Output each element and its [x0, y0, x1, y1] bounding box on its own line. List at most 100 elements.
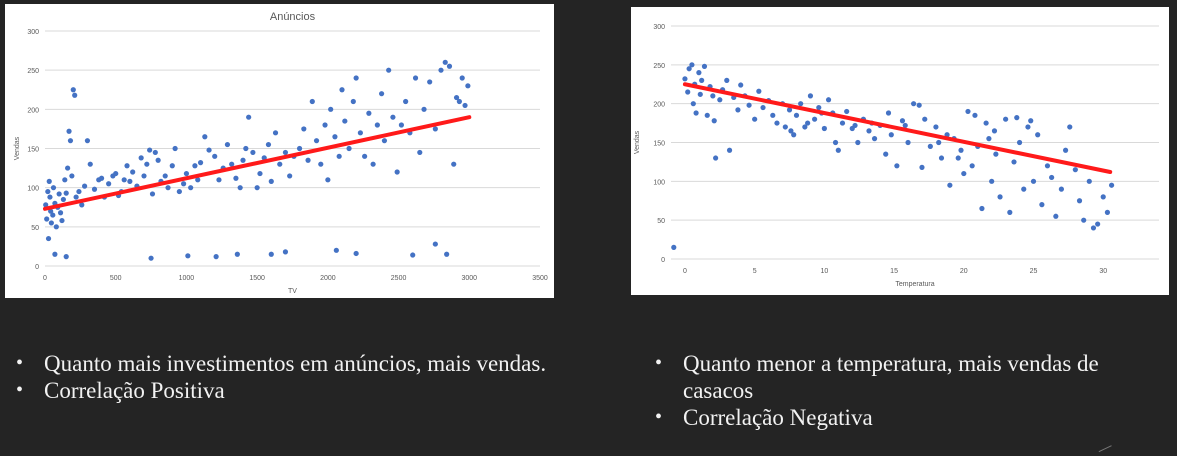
temp-data-point: [1081, 217, 1087, 223]
ads-data-point: [394, 169, 400, 175]
ads-data-point: [357, 130, 363, 136]
ads-data-point: [374, 122, 380, 128]
ads-data-point: [59, 217, 65, 224]
ads-data-point: [70, 87, 76, 93]
ads-data-point: [212, 153, 218, 159]
temp-data-point: [752, 116, 758, 122]
ads-data-point: [234, 251, 240, 257]
ads-data-point: [432, 126, 438, 132]
ads-data-point: [169, 163, 175, 169]
ads-data-point: [66, 128, 72, 134]
temp-data-point: [938, 155, 945, 161]
ads-data-point: [63, 190, 69, 196]
temp-y-tick-label: 250: [653, 63, 665, 70]
temp-data-point: [1090, 225, 1097, 231]
ads-data-point: [73, 194, 79, 200]
temp-data-point: [1030, 178, 1037, 184]
temp-data-point: [979, 205, 985, 212]
ads-x-tick-label: 3000: [461, 275, 477, 282]
ads-data-point: [98, 175, 105, 181]
temp-data-point: [682, 76, 688, 82]
ads-data-point: [47, 194, 53, 200]
temp-data-point: [697, 91, 703, 97]
temp-data-point: [689, 62, 695, 68]
temp-data-point: [905, 139, 911, 146]
temp-trend-line: [682, 82, 1113, 175]
temp-x-axis-label: Temperatura: [895, 281, 934, 288]
ads-data-point: [313, 138, 320, 144]
ads-data-point: [176, 188, 182, 195]
temp-data-point: [774, 120, 780, 126]
temp-data-point: [816, 104, 822, 111]
temp-data-point: [735, 107, 741, 113]
temp-data-point: [1104, 209, 1111, 215]
temp-data-point: [802, 124, 808, 130]
ads-data-point: [282, 249, 289, 255]
temp-x-tick-label: 5: [753, 268, 757, 275]
ads-data-point: [342, 118, 348, 124]
temp-data-point: [770, 112, 776, 118]
ads-data-point: [63, 254, 69, 260]
temp-data-point: [991, 128, 998, 134]
temp-y-tick-label: 150: [653, 141, 665, 148]
temp-data-point: [832, 139, 839, 146]
ads-data-point: [181, 181, 187, 187]
temp-data-point: [1058, 186, 1064, 192]
ads-data-point: [250, 149, 256, 156]
ads-y-tick-label: 250: [27, 68, 39, 75]
temp-data-point: [1039, 202, 1045, 208]
temp-data-point: [1100, 194, 1106, 200]
temp-y-tick-label: 200: [653, 102, 665, 109]
ads-data-point: [296, 145, 303, 152]
ads-data-point: [366, 110, 372, 116]
temp-data-point: [671, 244, 677, 250]
ads-data-point: [46, 178, 52, 184]
temp-data-point: [902, 122, 908, 129]
temp-data-point: [871, 136, 878, 142]
ads-data-point: [149, 191, 156, 197]
ads-x-tick-label: 3500: [532, 275, 548, 282]
ads-data-point: [43, 202, 49, 208]
ads-data-point: [162, 173, 168, 179]
ads-data-point: [451, 161, 457, 167]
ads-y-tick-label: 100: [27, 186, 39, 193]
temp-data-point: [936, 139, 942, 146]
ads-data-point: [370, 161, 376, 167]
ads-data-point: [301, 126, 307, 132]
ads-data-point: [427, 79, 433, 85]
temp-data-point: [686, 66, 692, 72]
temp-x-tick-label: 15: [890, 268, 898, 275]
temp-data-point: [1011, 159, 1017, 165]
chart-ads-vs-sales: 0 50 100 150 200 250 300 0 500 1000 1500 2000 2500 30…: [5, 4, 554, 298]
ads-x-tick-label: 0: [43, 275, 47, 282]
temp-data-point: [782, 124, 788, 130]
bullets-left: Quanto mais investimentos em anúncios, m…: [9, 350, 569, 404]
ads-data-point: [322, 122, 328, 128]
temp-data-point: [1014, 115, 1020, 121]
ads-data-point: [257, 170, 263, 177]
ads-data-point: [462, 102, 468, 109]
temp-data-point: [693, 110, 699, 116]
temp-x-tick-label: 20: [960, 268, 968, 275]
ads-trend-line: [43, 115, 472, 211]
ads-data-point: [333, 247, 339, 253]
ads-y-axis-label: Vendas: [14, 136, 21, 160]
temp-data-point: [839, 120, 846, 126]
temp-data-point: [969, 163, 975, 169]
ads-data-point: [216, 177, 222, 183]
temp-data-point: [807, 93, 814, 99]
ads-data-point: [268, 178, 274, 184]
ads-data-point: [183, 170, 190, 177]
temp-data-point: [1003, 116, 1009, 122]
ads-data-point: [130, 169, 136, 175]
temp-y-tick-label: 0: [661, 257, 665, 264]
ads-data-point: [138, 155, 144, 161]
ads-data-point: [243, 145, 249, 152]
ads-data-point: [152, 149, 158, 156]
temp-data-point: [1108, 182, 1115, 188]
temp-data-point: [791, 132, 797, 138]
temp-data-point: [944, 132, 950, 138]
temp-data-point: [855, 139, 861, 146]
temp-data-point: [986, 136, 992, 142]
ads-data-point: [91, 186, 98, 192]
